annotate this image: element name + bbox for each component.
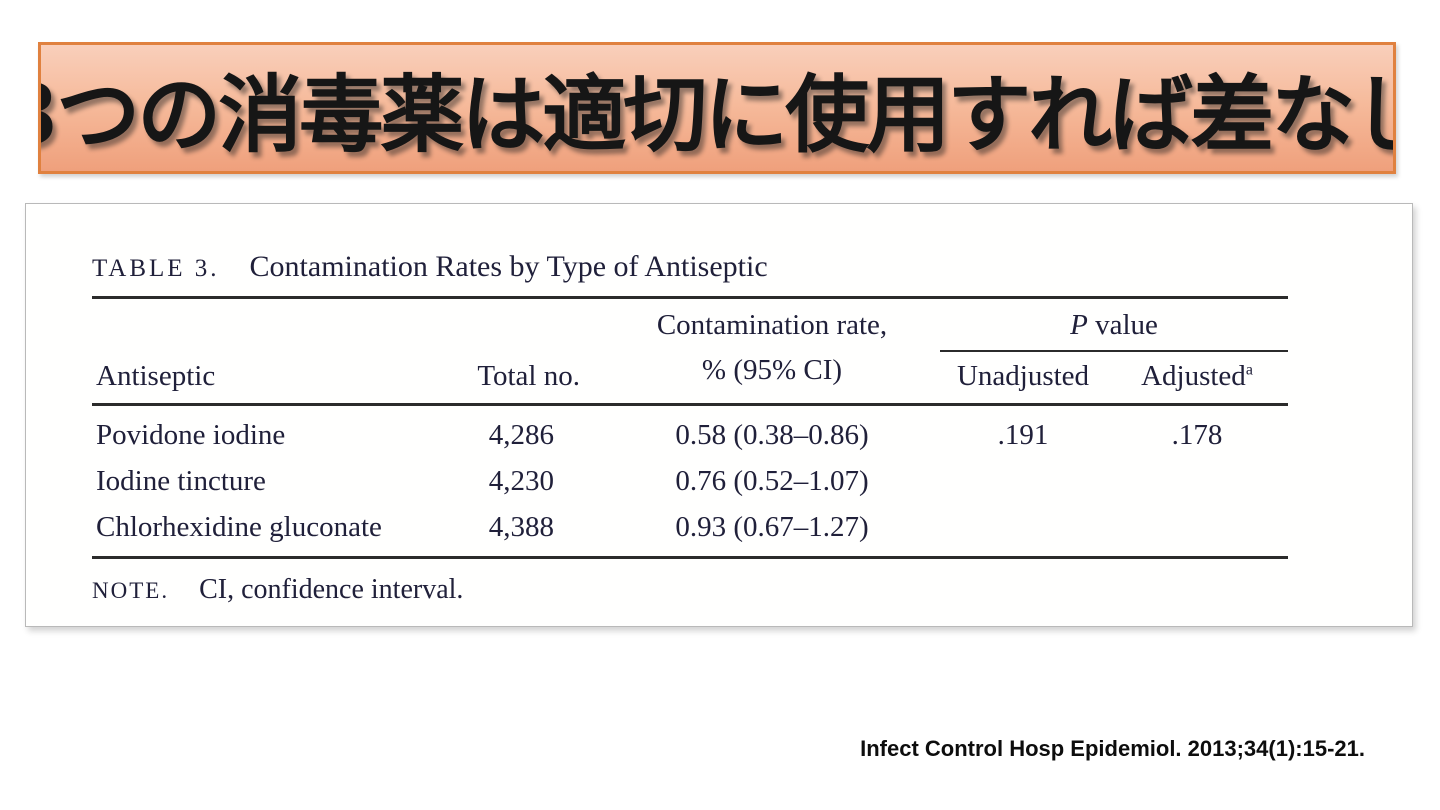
cell-antiseptic: Iodine tincture — [96, 465, 266, 497]
cell-antiseptic: Povidone iodine — [96, 419, 286, 451]
col-group-p-value: P value — [940, 297, 1288, 352]
citation: Infect Control Hosp Epidemiol. 2013;34(1… — [860, 736, 1365, 761]
slide-title: 3つの消毒薬は適切に使用すれば差なし — [38, 65, 1396, 164]
col-header-unadjusted: Unadjusted — [940, 351, 1106, 406]
table-row: Povidone iodine 4,286 0.58 (0.38–0.86) .… — [92, 405, 1288, 460]
cell-total-no: 4,286 — [488, 419, 554, 451]
contamination-rate-line1: Contamination rate, — [656, 309, 888, 342]
table-row: Chlorhexidine gluconate 4,388 0.93 (0.67… — [92, 505, 1288, 558]
table-note: NOTE. CI, confidence interval. — [92, 574, 1412, 606]
cell-p-adjusted — [1106, 459, 1288, 505]
cell-p-adjusted — [1106, 505, 1288, 558]
journal-table-figure: TABLE 3. Contamination Rates by Type of A… — [25, 203, 1413, 627]
table-label: TABLE 3. — [92, 255, 220, 282]
note-label: NOTE. — [92, 578, 170, 603]
cell-p-unadjusted — [940, 459, 1106, 505]
header-row-sub: Unadjusted Adjusteda — [92, 351, 1288, 406]
cell-p-unadjusted — [940, 505, 1106, 558]
col-header-total-no: Total no. — [422, 297, 604, 406]
p-value-rest: value — [1087, 309, 1158, 341]
note-text: CI, confidence interval. — [199, 574, 464, 605]
cell-contamination-rate: 0.76 (0.52–1.07) — [675, 465, 869, 497]
p-value-italic-p: P — [1070, 309, 1088, 341]
cell-total-no: 4,230 — [488, 465, 554, 497]
cell-total-no: 4,388 — [488, 511, 554, 543]
table-title: Contamination Rates by Type of Antisepti… — [249, 250, 768, 283]
table-row: Iodine tincture 4,230 0.76 (0.52–1.07) — [92, 459, 1288, 505]
contamination-rate-line2: % (95% CI) — [701, 354, 843, 387]
table-head: Antiseptic Total no. Contamination rate,… — [92, 297, 1288, 406]
adjusted-label: Adjusted — [1141, 360, 1246, 392]
col-header-adjusted: Adjusteda — [1106, 351, 1288, 406]
table-body: Povidone iodine 4,286 0.58 (0.38–0.86) .… — [92, 405, 1288, 558]
header-row-group: Antiseptic Total no. Contamination rate,… — [92, 297, 1288, 406]
cell-antiseptic: Chlorhexidine gluconate — [96, 511, 382, 543]
col-header-contamination-rate: Contamination rate, % (95% CI) — [604, 297, 940, 406]
col-header-antiseptic: Antiseptic — [92, 297, 422, 406]
contamination-rates-table: Antiseptic Total no. Contamination rate,… — [92, 296, 1288, 559]
title-banner: 3つの消毒薬は適切に使用すれば差なし — [38, 42, 1396, 174]
adjusted-footnote-marker: a — [1245, 361, 1253, 379]
cell-p-unadjusted: .191 — [997, 419, 1049, 451]
cell-contamination-rate: 0.58 (0.38–0.86) — [675, 419, 869, 451]
cell-contamination-rate: 0.93 (0.67–1.27) — [675, 511, 869, 543]
table-caption: TABLE 3. Contamination Rates by Type of A… — [92, 250, 1412, 284]
cell-p-adjusted: .178 — [1171, 419, 1223, 451]
